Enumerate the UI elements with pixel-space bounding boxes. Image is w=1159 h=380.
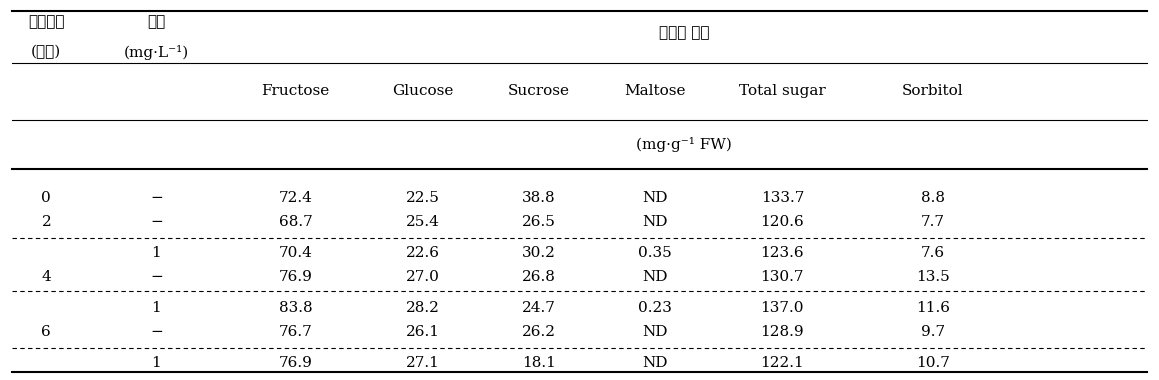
- Text: 28.2: 28.2: [406, 301, 440, 315]
- Text: 27.1: 27.1: [406, 356, 440, 370]
- Text: 70.4: 70.4: [278, 246, 313, 260]
- Text: 7.6: 7.6: [921, 246, 945, 260]
- Text: 24.7: 24.7: [522, 301, 556, 315]
- Text: 1: 1: [152, 356, 161, 370]
- Text: ND: ND: [642, 271, 668, 284]
- Text: 76.7: 76.7: [278, 326, 313, 339]
- Text: 68.7: 68.7: [278, 215, 313, 229]
- Text: 7.7: 7.7: [921, 215, 945, 229]
- Text: 1: 1: [152, 301, 161, 315]
- Text: 9.7: 9.7: [921, 326, 945, 339]
- Text: 0.35: 0.35: [637, 246, 672, 260]
- Text: 11.6: 11.6: [916, 301, 950, 315]
- Text: 26.1: 26.1: [406, 326, 440, 339]
- Text: 13.5: 13.5: [916, 271, 950, 284]
- Text: Sucrose: Sucrose: [508, 84, 570, 98]
- Text: 122.1: 122.1: [760, 356, 804, 370]
- Text: 18.1: 18.1: [522, 356, 556, 370]
- Text: 0.23: 0.23: [637, 301, 672, 315]
- Text: 137.0: 137.0: [760, 301, 804, 315]
- Text: 76.9: 76.9: [278, 271, 313, 284]
- Text: 유리당 함량: 유리당 함량: [658, 26, 709, 40]
- Text: 6: 6: [42, 326, 51, 339]
- Text: 10.7: 10.7: [916, 356, 950, 370]
- Text: 1: 1: [152, 246, 161, 260]
- Text: (mg·g⁻¹ FW): (mg·g⁻¹ FW): [636, 137, 731, 152]
- Text: 30.2: 30.2: [522, 246, 556, 260]
- Text: ND: ND: [642, 191, 668, 204]
- Text: −: −: [150, 271, 163, 284]
- Text: 76.9: 76.9: [278, 356, 313, 370]
- Text: Maltose: Maltose: [624, 84, 686, 98]
- Text: 27.0: 27.0: [406, 271, 440, 284]
- Text: 123.6: 123.6: [760, 246, 804, 260]
- Text: ND: ND: [642, 356, 668, 370]
- Text: 0: 0: [42, 191, 51, 204]
- Text: Fructose: Fructose: [262, 84, 329, 98]
- Text: 농도: 농도: [147, 15, 166, 29]
- Text: 22.5: 22.5: [406, 191, 440, 204]
- Text: −: −: [150, 191, 163, 204]
- Text: (개월): (개월): [31, 45, 61, 59]
- Text: Total sugar: Total sugar: [739, 84, 825, 98]
- Text: (mg·L⁻¹): (mg·L⁻¹): [124, 45, 189, 60]
- Text: 26.2: 26.2: [522, 326, 556, 339]
- Text: ND: ND: [642, 215, 668, 229]
- Text: −: −: [150, 215, 163, 229]
- Text: 133.7: 133.7: [760, 191, 804, 204]
- Text: 38.8: 38.8: [522, 191, 556, 204]
- Text: 26.5: 26.5: [522, 215, 556, 229]
- Text: Glucose: Glucose: [393, 84, 453, 98]
- Text: 저장기간: 저장기간: [28, 15, 65, 29]
- Text: 83.8: 83.8: [278, 301, 313, 315]
- Text: 128.9: 128.9: [760, 326, 804, 339]
- Text: 4: 4: [42, 271, 51, 284]
- Text: 2: 2: [42, 215, 51, 229]
- Text: 25.4: 25.4: [406, 215, 440, 229]
- Text: Sorbitol: Sorbitol: [902, 84, 964, 98]
- Text: 72.4: 72.4: [278, 191, 313, 204]
- Text: 26.8: 26.8: [522, 271, 556, 284]
- Text: ND: ND: [642, 326, 668, 339]
- Text: 8.8: 8.8: [921, 191, 945, 204]
- Text: −: −: [150, 326, 163, 339]
- Text: 22.6: 22.6: [406, 246, 440, 260]
- Text: 130.7: 130.7: [760, 271, 804, 284]
- Text: 120.6: 120.6: [760, 215, 804, 229]
